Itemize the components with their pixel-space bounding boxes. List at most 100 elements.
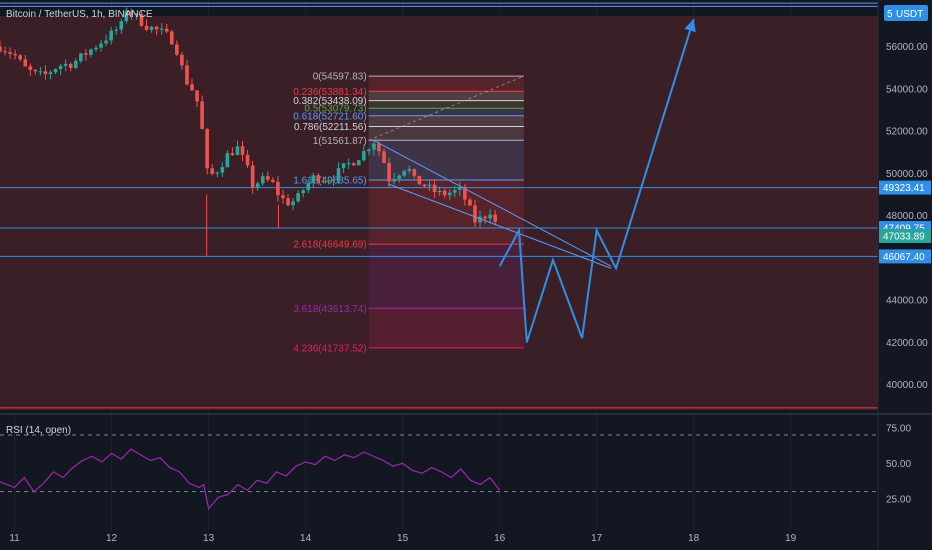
falling-wedge[interactable] [373,139,612,269]
candle-body [58,65,63,70]
candle-body [235,146,240,156]
time-tick-label: 11 [9,533,20,544]
time-tick-label: 12 [106,533,118,544]
candle-body [200,101,204,130]
time-axis[interactable]: 11 12 13 14 15 16 17 18 19 [9,533,796,544]
time-tick-label: 18 [688,533,700,544]
candle-body [452,189,457,193]
price-tick-label: 40000.00 [886,380,928,391]
candle-body [377,143,381,152]
candle-body [463,186,467,200]
candle-body [301,190,305,194]
candle-body [119,21,124,30]
candle-body [94,47,98,50]
fibonacci-extension[interactable]: 0(54597.83) 0.236(53881.34)0.382(53438.09… [293,72,525,355]
candle-body [18,55,23,60]
candle-body [240,146,245,155]
wedge-line[interactable] [387,183,612,269]
projection-path[interactable] [498,18,695,343]
fib-level-label: 0.786(52211.56) [294,122,367,133]
candle-body [154,26,159,30]
fib-level-label: 2.618(46649.69) [293,240,366,251]
price-tag-box [879,249,931,264]
candle-body [493,214,497,222]
fib-level-label: 4.236(41737.52) [293,343,366,354]
candle-body [139,13,144,26]
time-tick-label: 19 [785,533,797,544]
candle-body [210,168,215,174]
candle-body [73,61,78,68]
fib-band [368,244,524,309]
candle-body [144,25,149,30]
candle-body [124,10,129,22]
horizontal-lines[interactable] [0,2,878,409]
candle-body [281,195,285,199]
candle-body [79,53,83,62]
candle-body [13,53,17,56]
candle-body [68,63,73,68]
fib-band [368,126,524,141]
candle-body [205,129,209,169]
fib-band [368,108,524,116]
candle-body [38,71,43,73]
risk-zone [0,16,878,410]
fib-band [368,140,524,180]
candle-body [104,40,108,44]
candle-body [407,168,412,171]
candle-body [437,190,442,193]
price-tag-label: 47033.89 [883,231,925,242]
price-tick-label: 56000.00 [886,42,928,53]
candle-body [422,184,427,187]
candle-body [99,43,103,48]
candle-body [84,53,88,55]
currency-badge[interactable] [884,5,928,21]
candle-body [397,175,401,179]
candle-body [478,216,482,223]
fib-trend-line[interactable] [368,75,525,141]
candle-body [341,163,346,169]
rsi-axis[interactable]: 25.00 50.00 75.00 [886,423,911,505]
candle-body [245,154,250,166]
candle-body [271,179,275,182]
time-tick-label: 14 [300,533,312,544]
wedge-line[interactable] [373,139,612,267]
price-tag-label: 46067.40 [883,252,925,263]
candle-body [180,54,184,66]
candlestick-series [0,7,497,256]
candle-body [447,192,452,196]
candle-body [442,190,447,196]
candle-body [488,214,492,219]
candle-body [48,72,53,75]
candle-body [33,69,38,72]
rsi-tick-label: 75.00 [886,423,911,434]
candle-body [89,49,93,55]
candle-body [468,199,472,206]
candle-body [473,205,477,223]
fib-level-label: 0.382(53438.09) [293,96,366,107]
price-axis[interactable]: 40000.0042000.0044000.0046000.0048000.00… [886,42,928,391]
candle-body [382,151,386,164]
candle-body [43,71,48,75]
fib-level-label: 0.618(52721.60) [293,111,366,122]
candle-body [432,184,437,193]
fib-band [368,100,524,109]
rsi-tick-label: 50.00 [886,459,911,470]
candle-body [356,160,361,166]
projection-arrowhead [684,19,696,33]
candle-body [483,216,487,219]
candle-body [149,26,154,30]
candle-body [372,143,376,150]
fib-level-label: 0.5(53079.73) [304,104,366,115]
fib-band [368,308,524,348]
candle-body [114,29,119,31]
chart-title: Bitcoin / TetherUS, 1h, BINANCE [6,9,153,20]
candle-body [129,10,134,15]
fib-level-label: 0(54597.83) [313,72,367,83]
candle-body [367,149,371,152]
rsi-title: RSI (14, open) [6,425,71,436]
candle-body [417,175,422,185]
price-tick-label: 54000.00 [886,84,928,95]
candle-body [164,28,169,32]
candle-body [296,193,300,202]
